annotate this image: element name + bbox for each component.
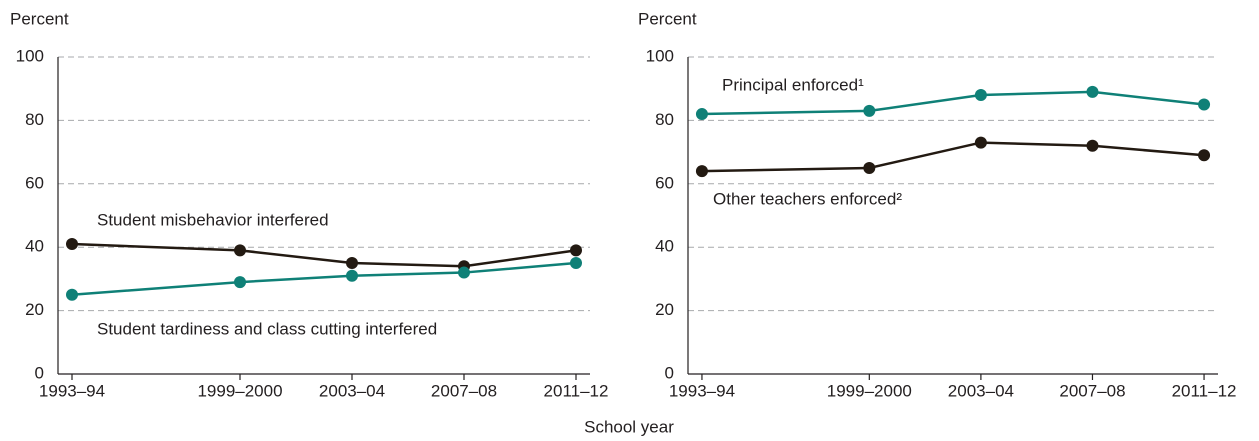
x-tick-label: 1999–2000 (197, 381, 282, 400)
data-point (570, 244, 582, 257)
series-label: Student misbehavior interfered (97, 210, 329, 229)
data-point (695, 108, 708, 121)
x-tick-label: 2003–04 (319, 381, 385, 400)
data-point (1198, 149, 1211, 162)
data-point (66, 288, 78, 301)
x-tick-label: 2011–12 (1172, 381, 1237, 400)
data-point (1086, 85, 1099, 98)
y-tick-label: 60 (25, 173, 44, 192)
data-point (695, 165, 708, 178)
y-tick-label: 60 (655, 173, 674, 192)
y-tick-label: 20 (655, 300, 674, 319)
y-tick-label: 80 (655, 110, 674, 129)
x-tick-label: 1999–2000 (827, 381, 912, 400)
x-tick-label: 2007–08 (431, 381, 497, 400)
data-point (974, 89, 987, 102)
y-tick-label: 0 (665, 363, 674, 382)
data-point (66, 238, 78, 251)
x-tick-label: 1993–94 (39, 381, 105, 400)
y-tick-label: 100 (646, 46, 674, 65)
y-tick-label: 0 (35, 363, 44, 382)
data-point (863, 104, 876, 117)
x-tick-label: 2003–04 (948, 381, 1014, 400)
series-label: Student tardiness and class cutting inte… (97, 319, 437, 338)
y-tick-label: 20 (25, 300, 44, 319)
x-axis-label: School year (584, 417, 674, 436)
y-tick-label: 100 (16, 46, 44, 65)
data-point (1198, 98, 1211, 111)
data-point (1086, 139, 1099, 152)
data-point (570, 257, 582, 270)
series-line (701, 90, 1205, 116)
data-point (863, 161, 876, 174)
data-point (974, 136, 987, 149)
data-point (346, 269, 358, 282)
series-label: Principal enforced¹ (722, 75, 864, 94)
data-point (234, 276, 246, 289)
x-tick-label: 1993–94 (669, 381, 735, 400)
data-point (234, 244, 246, 257)
x-tick-label: 2007–08 (1059, 381, 1125, 400)
y-tick-label: 40 (25, 237, 44, 256)
data-point (346, 257, 358, 270)
data-point (458, 266, 470, 279)
y-axis-label: Percent (638, 9, 697, 28)
y-axis-label: Percent (10, 9, 69, 28)
series-line (71, 261, 577, 296)
y-tick-label: 80 (25, 110, 44, 129)
x-tick-label: 2011–12 (544, 381, 609, 400)
y-tick-label: 40 (655, 237, 674, 256)
series-label: Other teachers enforced² (713, 189, 902, 208)
series-line (701, 141, 1205, 173)
